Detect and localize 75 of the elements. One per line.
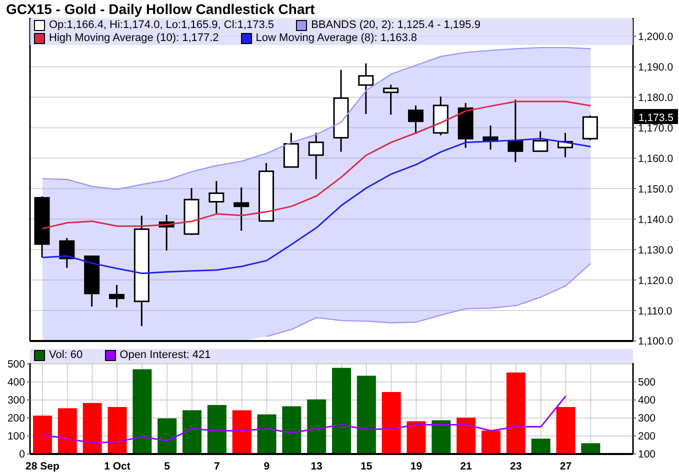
y-tick-label: 400 xyxy=(7,376,26,389)
x-tick-label: 5 xyxy=(164,460,170,472)
bar xyxy=(456,418,476,454)
bar xyxy=(232,410,252,454)
x-tick-label: 7 xyxy=(214,460,220,472)
y-tick-label: 1,100.0 xyxy=(638,336,674,348)
candlestick xyxy=(532,130,548,152)
bar xyxy=(382,392,401,454)
bar xyxy=(581,443,600,454)
y-tick-label: 0 xyxy=(19,448,26,461)
candlestick xyxy=(582,114,598,141)
bar xyxy=(307,399,326,454)
legend-label: BBANDS (20, 2): 1,125.4 - 1,195.9 xyxy=(310,19,480,32)
candlestick xyxy=(383,84,399,116)
x-tick-label: 13 xyxy=(310,460,323,472)
bar xyxy=(132,369,152,454)
bar xyxy=(406,421,426,454)
y-tick-label: 1,150.0 xyxy=(638,183,674,196)
bar xyxy=(332,368,352,454)
chart-title: GCX15 - Gold - Daily Hollow Candlestick Chart xyxy=(5,0,316,18)
y-tick-label: 1,120.0 xyxy=(638,274,674,287)
legend-label: Low Moving Average (8): 1,163.8 xyxy=(254,32,418,45)
x-tick-label: 19 xyxy=(410,460,422,472)
candlestick xyxy=(208,180,224,214)
y-tick-label: 1,140.0 xyxy=(638,214,674,226)
candlestick xyxy=(59,237,75,269)
line-series xyxy=(42,138,592,274)
x-tick-label: 21 xyxy=(460,460,472,472)
bar xyxy=(356,376,376,454)
bar xyxy=(207,404,226,454)
legend-label: Vol: 60 xyxy=(48,349,83,362)
line-series xyxy=(42,395,566,444)
candlestick xyxy=(408,104,424,135)
bar xyxy=(531,438,550,454)
y-tick-label: 200 xyxy=(7,412,26,425)
bar xyxy=(182,410,202,454)
bar xyxy=(257,414,276,454)
bar xyxy=(556,406,576,454)
legend-label: Op:1,166.4, Hi:1,174.0, Lo:1,165.9, Cl:1,173.5 xyxy=(48,19,274,32)
bar xyxy=(158,418,177,454)
legend-label: High Moving Average (10): 1,177.2 xyxy=(48,32,219,45)
y-tick-label: 1,110.0 xyxy=(638,305,672,318)
y-tick-label: 1,160.0 xyxy=(638,152,674,165)
y-tick-label: 300 xyxy=(7,394,26,407)
candlestick xyxy=(283,132,299,168)
text: 1,173.5 xyxy=(638,112,674,124)
candlestick xyxy=(358,62,374,115)
bar xyxy=(432,420,451,454)
y-tick-label: 1,170.0 xyxy=(638,122,674,134)
bar xyxy=(282,406,302,454)
y-tick-label: 1,130.0 xyxy=(638,244,674,256)
y-tick-label: 1,190.0 xyxy=(638,61,674,74)
x-tick-label: 1 Oct xyxy=(104,460,131,472)
x-tick-label: 9 xyxy=(264,460,270,472)
line-series xyxy=(266,263,592,338)
candlestick xyxy=(234,186,250,232)
legend-label: Open Interest: 421 xyxy=(118,349,211,362)
bar xyxy=(33,416,52,454)
bar xyxy=(108,406,127,454)
bar xyxy=(82,403,102,454)
x-tick-label: 15 xyxy=(360,460,372,472)
y-tick-label: 100 xyxy=(7,430,26,443)
x-tick-label: 23 xyxy=(510,460,522,472)
x-tick-label: 27 xyxy=(560,460,572,472)
y-tick-label: 500 xyxy=(7,358,26,371)
candlestick xyxy=(508,98,524,163)
candlestick xyxy=(308,132,324,180)
y-tick-label: 1,200.0 xyxy=(638,31,674,44)
bar xyxy=(58,408,77,454)
y-tick-label: 1,180.0 xyxy=(638,92,674,104)
bar xyxy=(482,430,501,454)
candlestick xyxy=(109,284,124,308)
line-series xyxy=(42,100,592,230)
x-tick-label: 28 Sep xyxy=(26,460,60,472)
bar xyxy=(506,372,526,454)
